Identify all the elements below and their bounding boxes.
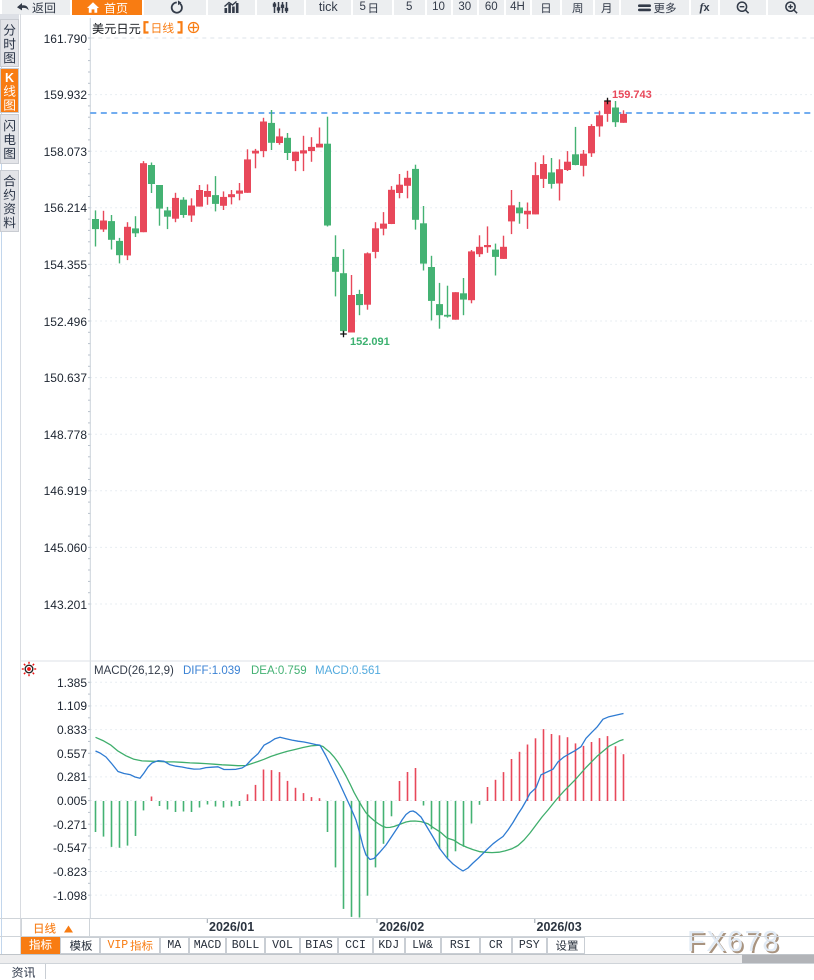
svg-text:K: K [5,71,14,85]
